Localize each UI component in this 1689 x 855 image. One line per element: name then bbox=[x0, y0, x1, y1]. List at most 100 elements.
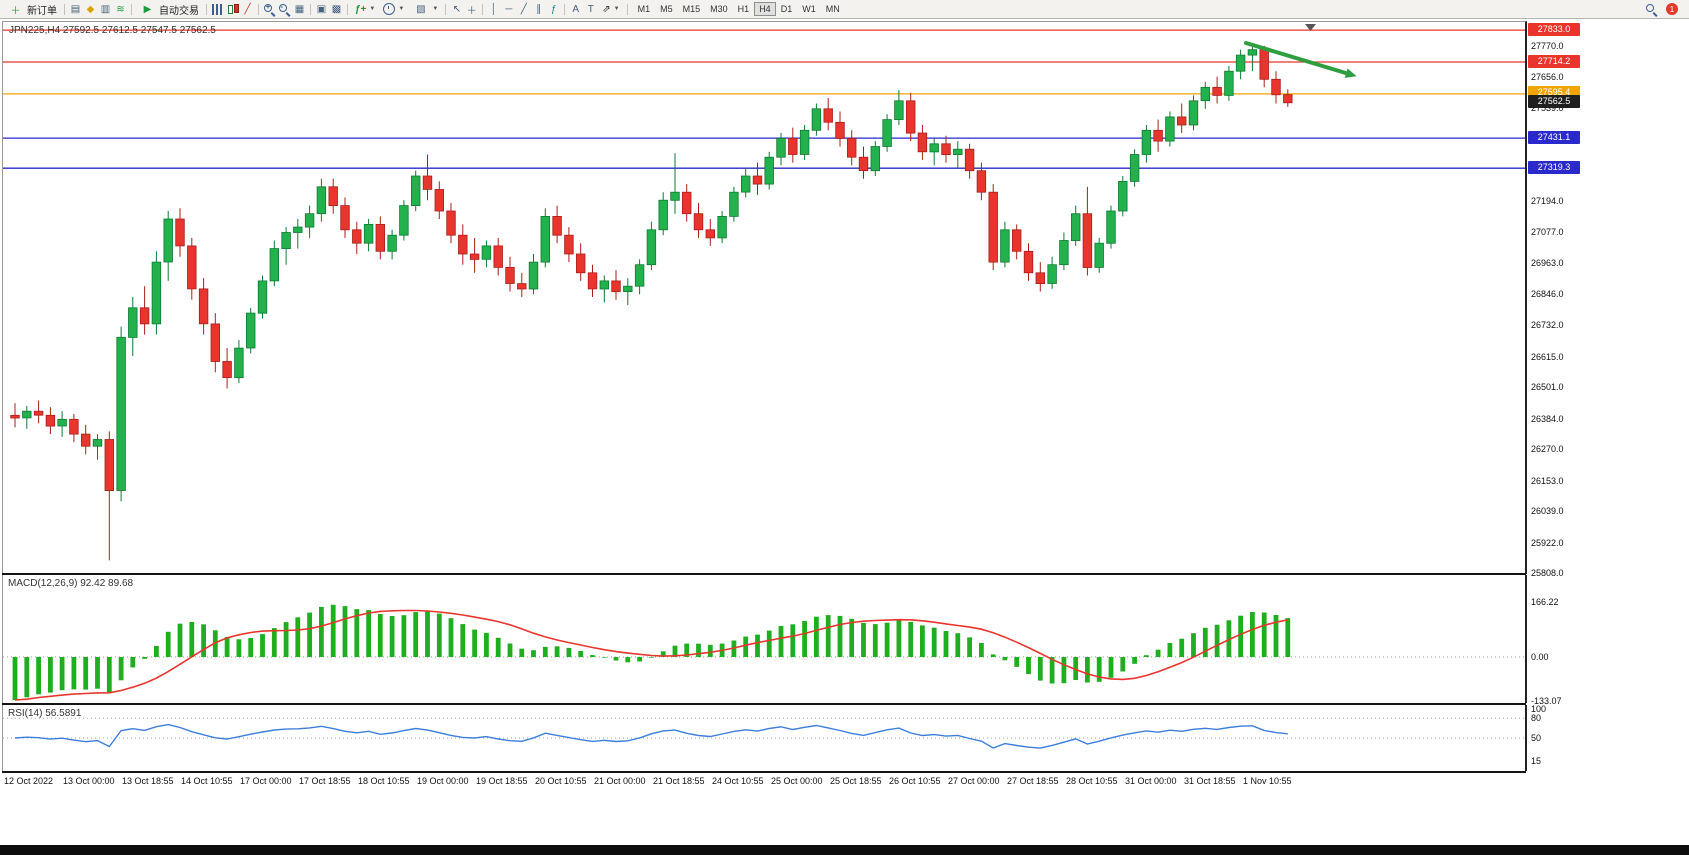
y-axis-label: 27077.0 bbox=[1531, 227, 1564, 238]
clock-icon bbox=[383, 3, 396, 15]
candlestick-chart-icon[interactable] bbox=[225, 2, 240, 16]
rsi-panel-canvas[interactable] bbox=[2, 705, 1527, 771]
fibonacci-tool-icon[interactable]: ƒ bbox=[546, 2, 561, 16]
panel-separator[interactable] bbox=[2, 703, 1526, 705]
chart-shift-marker[interactable] bbox=[1305, 24, 1316, 31]
x-axis-label: 27 Oct 00:00 bbox=[948, 776, 1000, 786]
y-axis-label: 27539.0 bbox=[1531, 103, 1564, 114]
notification-badge[interactable]: 1 bbox=[1666, 3, 1678, 15]
separator bbox=[347, 3, 348, 15]
rsi-line bbox=[14, 723, 1288, 749]
price-axis[interactable]: 27770.0 27656.0 27539.0 27194.0 27077.0 26963… bbox=[1528, 21, 1588, 793]
x-axis-label: 25 Oct 00:00 bbox=[771, 776, 823, 786]
timeframe-mn[interactable]: MN bbox=[821, 2, 845, 16]
periods-button[interactable]: ▼ bbox=[379, 2, 408, 17]
text-label-tool-icon[interactable]: T bbox=[583, 2, 598, 16]
timeframe-m30[interactable]: M30 bbox=[705, 2, 733, 16]
timeframe-d1[interactable]: D1 bbox=[776, 2, 798, 16]
auto-trading-button[interactable]: ▶ 自动交易 bbox=[135, 2, 203, 17]
chevron-down-icon: ▼ bbox=[398, 6, 405, 12]
y-axis-label: 26384.0 bbox=[1531, 413, 1564, 424]
new-order-button[interactable]: ＋ 新订单 bbox=[3, 2, 61, 17]
crosshair-icon[interactable]: ＋ bbox=[464, 2, 479, 17]
timeframe-toolbar: M1 M5 M15 M30 H1 H4 D1 W1 MN bbox=[633, 2, 845, 16]
current-price-badge: 27562.5 bbox=[1528, 95, 1580, 109]
channel-tool-icon[interactable]: ∥ bbox=[531, 2, 546, 16]
trend-arrow[interactable] bbox=[1244, 41, 1351, 76]
y-axis-label: 27656.0 bbox=[1531, 71, 1564, 82]
new-chart-icon[interactable]: ▤ bbox=[68, 2, 83, 16]
cascade-windows-icon[interactable]: ▩ bbox=[329, 2, 344, 16]
candlestick-glyph bbox=[226, 3, 239, 15]
panel-separator[interactable] bbox=[2, 573, 1526, 575]
x-axis-label: 31 Oct 18:55 bbox=[1184, 776, 1236, 786]
cursor-icon[interactable]: ↖ bbox=[449, 2, 464, 16]
shapes-tool-button[interactable]: ⇗ ▼ bbox=[598, 2, 623, 17]
timeframe-h1[interactable]: H1 bbox=[733, 2, 755, 16]
separator bbox=[310, 3, 311, 15]
y-axis-label: 26270.0 bbox=[1531, 444, 1564, 455]
rsi-indicator-label: RSI(14) 56.5891 bbox=[8, 708, 82, 719]
macd-axis-label: 0.00 bbox=[1531, 652, 1549, 662]
rsi-axis-label: 50 bbox=[1531, 733, 1542, 743]
main-chart-canvas[interactable] bbox=[2, 21, 1527, 574]
signals-icon[interactable]: ≋ bbox=[113, 2, 128, 16]
vertical-line-tool-icon[interactable]: │ bbox=[486, 2, 501, 16]
text-tool-icon[interactable]: A bbox=[568, 2, 583, 16]
indicators-button[interactable]: ƒ+ ▼ bbox=[351, 2, 379, 17]
trendline-tool-icon[interactable]: ╱ bbox=[516, 2, 531, 16]
arrange-windows-icon[interactable]: ▣ bbox=[314, 2, 329, 16]
y-axis-label: 26846.0 bbox=[1531, 289, 1564, 300]
separator bbox=[258, 3, 259, 15]
x-axis-label: 18 Oct 10:55 bbox=[358, 776, 410, 786]
x-axis-label: 26 Oct 10:55 bbox=[889, 776, 941, 786]
timeframe-m5[interactable]: M5 bbox=[655, 2, 678, 16]
timeframe-m15[interactable]: M15 bbox=[678, 2, 706, 16]
market-watch-icon[interactable]: ▥ bbox=[98, 2, 113, 16]
arrow-shape-icon: ⇗ bbox=[602, 3, 611, 15]
magnifier-glyph: - bbox=[278, 2, 291, 16]
price-level-badge: 27833.0 bbox=[1528, 22, 1580, 36]
x-axis-label: 27 Oct 18:55 bbox=[1007, 776, 1059, 786]
minus-sign: - bbox=[280, 2, 284, 11]
y-axis-label: 26963.0 bbox=[1531, 257, 1564, 268]
profiles-icon[interactable]: ◆ bbox=[83, 2, 98, 16]
zoom-in-icon[interactable]: + bbox=[262, 2, 277, 16]
price-level-badge: 27319.3 bbox=[1528, 160, 1580, 174]
macd-panel-canvas[interactable] bbox=[2, 575, 1527, 703]
macd-indicator-label: MACD(12,26,9) 92.42 89.68 bbox=[8, 578, 134, 589]
macd-histogram bbox=[12, 604, 1291, 700]
separator bbox=[131, 3, 132, 15]
bar-chart-icon[interactable] bbox=[210, 2, 225, 16]
timeframe-w1[interactable]: W1 bbox=[797, 2, 821, 16]
line-chart-icon[interactable]: ╱ bbox=[240, 2, 255, 16]
chevron-down-icon: ▼ bbox=[432, 6, 439, 12]
x-axis-label: 19 Oct 00:00 bbox=[417, 776, 469, 786]
x-axis-label: 25 Oct 18:55 bbox=[830, 776, 882, 786]
price-level-badge: 27431.1 bbox=[1528, 130, 1580, 144]
template-icon: ▧ bbox=[416, 3, 426, 15]
separator bbox=[564, 3, 566, 15]
timeframe-h4[interactable]: H4 bbox=[754, 2, 776, 16]
search-icon[interactable] bbox=[1645, 3, 1658, 16]
x-axis-label: 21 Oct 00:00 bbox=[594, 776, 646, 786]
rsi-axis-label: 100 bbox=[1531, 704, 1547, 714]
time-axis[interactable]: 12 Oct 2022 13 Oct 00:00 13 Oct 18:55 14 Oc… bbox=[2, 773, 1526, 791]
y-axis-label: 26615.0 bbox=[1531, 351, 1564, 362]
price-level-badge: 27714.2 bbox=[1528, 54, 1580, 68]
timeframe-m1[interactable]: M1 bbox=[633, 2, 656, 16]
zoom-out-icon[interactable]: - bbox=[277, 2, 292, 16]
magnifier-glyph: + bbox=[263, 2, 276, 16]
chevron-down-icon: ▼ bbox=[613, 6, 620, 12]
separator bbox=[206, 3, 207, 15]
x-axis-label: 12 Oct 2022 bbox=[4, 776, 54, 786]
templates-button[interactable]: ▧ ▼ bbox=[408, 2, 442, 17]
y-axis-label: 26039.0 bbox=[1531, 506, 1564, 517]
y-axis-label: 25808.0 bbox=[1531, 568, 1564, 579]
tile-windows-icon[interactable]: ▦ bbox=[292, 2, 307, 16]
indicators-icon: ƒ+ bbox=[355, 3, 367, 15]
x-axis-label: 14 Oct 10:55 bbox=[181, 776, 233, 786]
horizontal-line-tool-icon[interactable]: ─ bbox=[501, 2, 516, 16]
y-axis-label: 27770.0 bbox=[1531, 41, 1564, 51]
